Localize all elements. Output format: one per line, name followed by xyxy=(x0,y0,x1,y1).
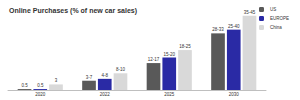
svg-text:2030: 2030 xyxy=(229,92,240,97)
svg-text:0.5: 0.5 xyxy=(37,83,44,88)
svg-text:4-8: 4-8 xyxy=(101,73,108,78)
svg-text:2020: 2020 xyxy=(35,92,46,97)
svg-text:25-40: 25-40 xyxy=(228,24,240,29)
svg-text:US: US xyxy=(270,7,276,12)
svg-text:2022: 2022 xyxy=(100,92,111,97)
svg-text:Online Purchases (% of new car: Online Purchases (% of new car sales) xyxy=(9,7,137,15)
svg-text:2025: 2025 xyxy=(164,92,175,97)
svg-text:18-25: 18-25 xyxy=(179,44,191,49)
svg-text:15-20: 15-20 xyxy=(163,52,175,57)
svg-text:China: China xyxy=(270,25,282,30)
svg-text:EUROPE: EUROPE xyxy=(270,16,289,21)
svg-text:28-33: 28-33 xyxy=(212,27,224,32)
svg-text:3: 3 xyxy=(55,78,58,83)
svg-text:3-7: 3-7 xyxy=(86,75,93,80)
svg-text:12-17: 12-17 xyxy=(148,57,160,62)
svg-text:8-10: 8-10 xyxy=(116,67,126,72)
svg-text:0.5: 0.5 xyxy=(21,83,28,88)
svg-text:35-45: 35-45 xyxy=(244,10,256,15)
